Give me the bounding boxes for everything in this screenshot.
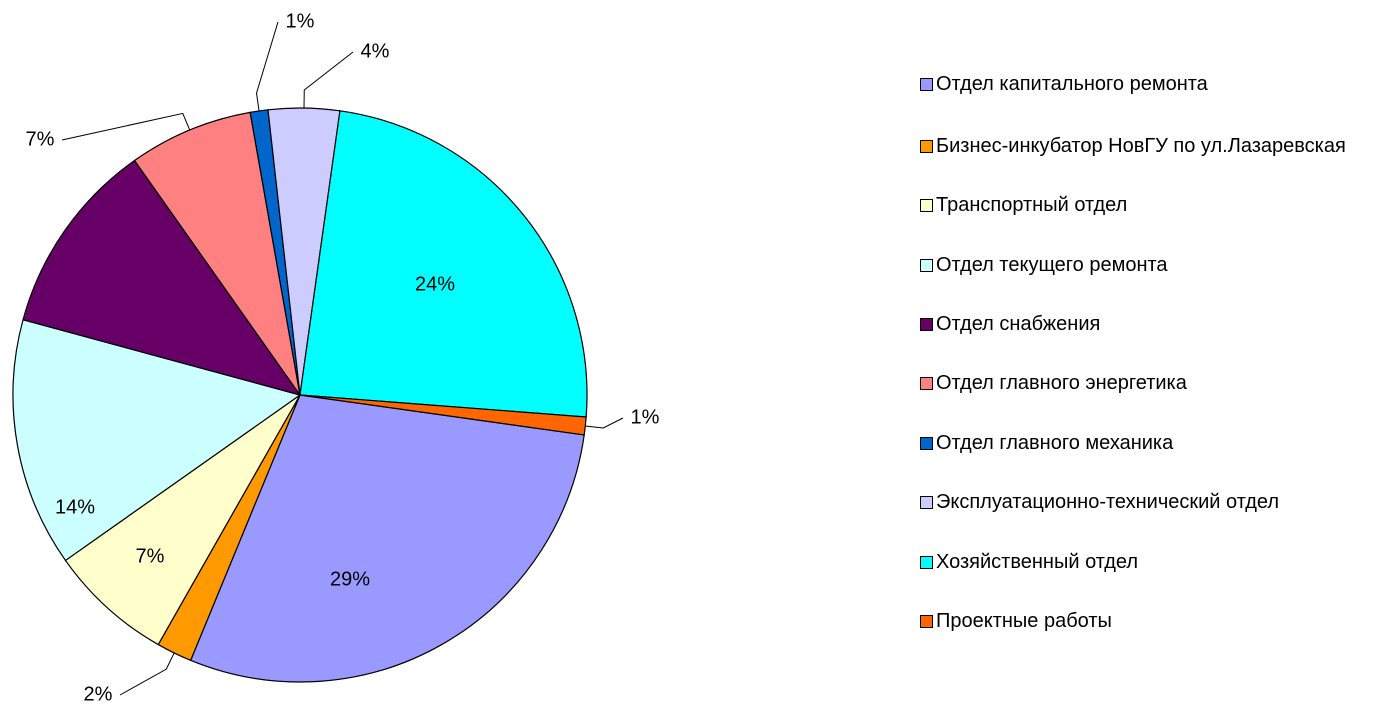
- legend-item: Отдел главного механика: [918, 431, 1370, 455]
- legend-swatch: [920, 318, 933, 331]
- data-label: 7%: [136, 545, 165, 567]
- pie-slice: [299, 110, 588, 418]
- legend-item: Проектные работы: [918, 609, 1370, 633]
- legend-label: Хозяйственный отдел: [936, 551, 1139, 573]
- legend-swatch: [920, 259, 933, 272]
- legend-swatch: [920, 377, 933, 390]
- data-label: 29%: [330, 568, 370, 590]
- leader-line: [119, 652, 175, 696]
- pie-chart: 29%2%7%14%11%7%1%4%24%1%: [12, 10, 660, 705]
- legend-swatch: [920, 199, 933, 212]
- leader-line: [255, 21, 279, 112]
- legend-swatch: [920, 78, 933, 91]
- pie-slice: [12, 319, 302, 562]
- leader-line: [303, 51, 354, 109]
- legend-item: Бизнес-инкубатор НовГУ по ул.Лазаревская: [918, 134, 1370, 158]
- legend-swatch: [920, 140, 933, 153]
- legend-swatch: [920, 556, 933, 569]
- legend-item: Отдел текущего ремонта: [918, 253, 1370, 277]
- pie-slice: [189, 394, 585, 683]
- pie-slice: [133, 111, 301, 396]
- legend-item: Эксплуатационно-технический отдел: [918, 490, 1370, 514]
- legend-swatch: [920, 437, 933, 450]
- legend-swatch: [920, 615, 933, 628]
- pie-slice: [299, 394, 587, 436]
- legend-item: Хозяйственный отдел: [918, 550, 1370, 574]
- data-label: 2%: [84, 683, 113, 705]
- legend-item: Отдел снабжения: [918, 312, 1370, 336]
- legend-label: Эксплуатационно-технический отдел: [936, 491, 1279, 513]
- legend-label: Транспортный отдел: [936, 194, 1128, 216]
- legend-label: Бизнес-инкубатор НовГУ по ул.Лазаревская: [936, 135, 1346, 157]
- data-label: 1%: [286, 10, 315, 32]
- legend-label: Отдел капитального ремонта: [936, 73, 1208, 95]
- data-label: 24%: [415, 273, 455, 295]
- legend-swatch: [920, 496, 933, 509]
- data-label: 14%: [55, 496, 95, 518]
- leader-line: [61, 112, 191, 141]
- legend-item: Транспортный отдел: [918, 193, 1370, 217]
- data-label: 7%: [26, 128, 55, 150]
- legend-label: Отдел снабжения: [936, 313, 1101, 335]
- legend-label: Отдел главного механика: [936, 432, 1174, 454]
- legend-label: Отдел текущего ремонта: [936, 254, 1168, 276]
- legend-label: Проектные работы: [936, 610, 1112, 632]
- legend-item: Отдел главного энергетика: [918, 371, 1370, 395]
- pie-slice: [64, 394, 301, 646]
- data-label: 4%: [361, 40, 390, 62]
- legend-item: Отдел капитального ремонта: [918, 72, 1370, 96]
- leader-line: [585, 417, 624, 429]
- legend-label: Отдел главного энергетика: [936, 372, 1187, 394]
- pie-slice: [22, 159, 302, 397]
- data-label: 1%: [631, 406, 660, 428]
